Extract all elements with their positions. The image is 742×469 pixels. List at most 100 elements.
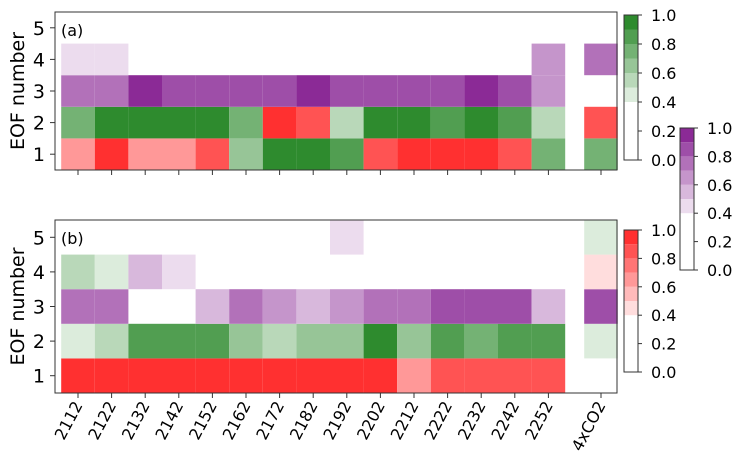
- colorbar-tick-label: 0.6: [651, 278, 676, 297]
- heatmap-cell: [162, 106, 196, 139]
- heatmap-cell: [397, 138, 431, 170]
- x-tick-label: 2192: [319, 398, 355, 443]
- heatmap-cell: [94, 358, 129, 393]
- heatmap-cell: [195, 323, 230, 359]
- heatmap-cell: [330, 75, 364, 107]
- colorbar-green: 0.0 0.2 0.4 0.6 0.8 1.0: [623, 6, 676, 170]
- heatmap-cell: [94, 106, 129, 139]
- colorbar-segment: [680, 156, 694, 171]
- panel-label: (b): [61, 229, 84, 248]
- y-tick-label: 1: [33, 366, 45, 388]
- heatmap-cell: [296, 358, 330, 393]
- heatmap-cell: [128, 75, 162, 107]
- heatmap-cell: [498, 106, 532, 139]
- colorbar-red: 0.0 0.2 0.4 0.6 0.8 1.0: [623, 221, 676, 382]
- heatmap-cell: [584, 254, 618, 290]
- heatmap-cell: [363, 358, 398, 393]
- heatmap-cell: [330, 106, 364, 139]
- y-tick-label: 4: [33, 49, 45, 71]
- heatmap-cell: [229, 358, 263, 393]
- heatmap-cell: [584, 43, 618, 76]
- heatmap-cell: [498, 138, 532, 170]
- y-axis-label: EOF number: [7, 247, 29, 365]
- y-tick-label: 5: [33, 18, 45, 40]
- x-tick-label: 2142: [151, 398, 187, 443]
- colorbar-tick-label: 0.8: [707, 147, 732, 166]
- colorbar-tick-label: 0.4: [651, 93, 676, 112]
- colorbar-tick-label: 1.0: [651, 221, 676, 240]
- heatmap-cell: [195, 75, 230, 107]
- colorbar-tick-label: 0.0: [651, 151, 676, 170]
- heatmap-cell: [61, 323, 95, 359]
- colorbar-segment: [624, 73, 638, 88]
- colorbar-tick-label: 1.0: [707, 119, 732, 138]
- heatmap-cell: [363, 75, 398, 107]
- colorbar-tick-label: 0.2: [651, 122, 676, 141]
- x-tick-label: 2232: [454, 398, 490, 443]
- heatmap-cell: [162, 254, 196, 290]
- heatmap-cell: [464, 358, 498, 393]
- colorbar-segment: [680, 184, 694, 199]
- x-tick-label: 2172: [252, 398, 288, 443]
- x-tick-label: 2122: [84, 398, 120, 443]
- x-tick-label: 2152: [185, 398, 221, 443]
- heatmap-cell: [430, 106, 465, 139]
- colorbar-segment: [680, 128, 694, 143]
- colorbar-tick-label: 0.4: [707, 204, 732, 223]
- heatmap-panel-b: 1 2 3 4 5 (b) EOF number: [7, 219, 618, 398]
- colorbar-tick-label: 0.6: [651, 64, 676, 83]
- heatmap-cell: [296, 106, 330, 139]
- heatmap-cell: [464, 323, 498, 359]
- colorbar-segment: [624, 258, 638, 273]
- heatmap-cell: [61, 75, 95, 107]
- heatmap-cell: [229, 138, 263, 170]
- heatmap-cell: [94, 289, 129, 324]
- x-tick-label: 2252: [521, 398, 557, 443]
- heatmap-cell: [498, 75, 532, 107]
- heatmap-cell: [229, 106, 263, 139]
- heatmap-cell: [330, 358, 364, 393]
- heatmap-cell: [94, 323, 129, 359]
- heatmap-cell: [531, 289, 566, 324]
- heatmap-cell: [61, 43, 95, 76]
- heatmap-cell: [262, 75, 297, 107]
- colorbar-frame: [623, 14, 639, 161]
- heatmap-cell: [262, 289, 297, 324]
- heatmap-cell: [296, 75, 330, 107]
- x-tick-label: 2182: [286, 398, 322, 443]
- heatmap-cell: [61, 106, 95, 139]
- y-axis-label: EOF number: [7, 32, 29, 150]
- colorbar-segment: [624, 58, 638, 73]
- x-tick-label: 2222: [420, 398, 456, 443]
- heatmap-cells: [61, 220, 618, 393]
- heatmap-cell: [94, 75, 129, 107]
- heatmap-cell: [363, 323, 398, 359]
- heatmap-cell: [584, 289, 618, 324]
- colorbar-segment: [624, 301, 638, 316]
- heatmap-cells: [61, 43, 618, 170]
- heatmap-cell: [430, 323, 465, 359]
- y-tick-label: 5: [33, 227, 45, 249]
- heatmap-cell: [330, 323, 364, 359]
- colorbar-frame: [679, 127, 695, 271]
- heatmap-cell: [531, 75, 566, 107]
- colorbar-segment: [680, 199, 694, 214]
- heatmap-cell: [430, 358, 465, 393]
- x-tick-label: 2202: [353, 398, 389, 443]
- heatmap-cell: [61, 358, 95, 393]
- heatmap-cell: [531, 138, 566, 170]
- heatmap-cell: [584, 220, 618, 255]
- heatmap-cell: [531, 323, 566, 359]
- heatmap-cell: [363, 138, 398, 170]
- heatmap-cell: [397, 323, 431, 359]
- heatmap-cell: [195, 106, 230, 139]
- heatmap-cell: [584, 323, 618, 359]
- heatmap-panel-a: 1 2 3 4 5 (a) EOF number: [7, 11, 618, 175]
- heatmap-cell: [94, 254, 129, 290]
- heatmap-cell: [464, 138, 498, 170]
- heatmap-cell: [128, 358, 162, 393]
- heatmap-cell: [397, 106, 431, 139]
- heatmap-cell: [195, 358, 230, 393]
- heatmap-cell: [296, 138, 330, 170]
